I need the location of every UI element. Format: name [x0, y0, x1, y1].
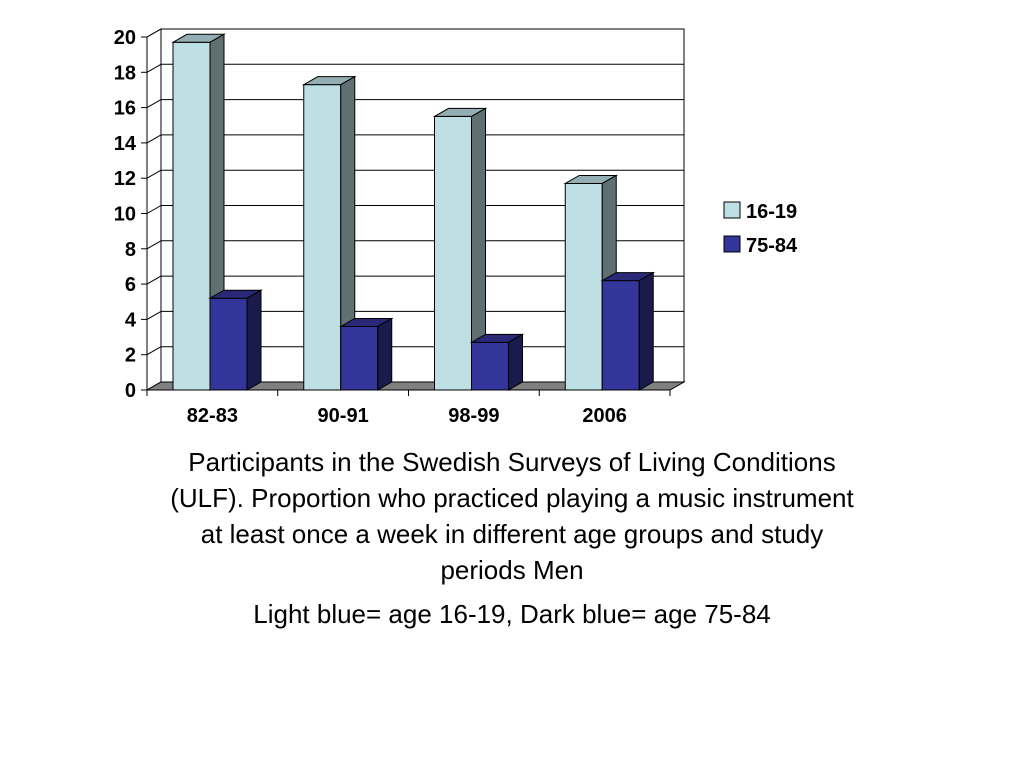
- bar-chart-3d: 0 2 4 6 8 10 12 14 16 18 20 82-83 90-91 98-99 2006 16-1…: [114, 27, 798, 427]
- bar-side-75-84-2006: [638, 271, 654, 391]
- chart: 0 2 4 6 8 10 12 14 16 18 20 82-83 90-91 98-99 2006 16-1…: [114, 27, 798, 427]
- bar-16-19-82-83: [172, 41, 211, 391]
- bar-75-84-90-91: [340, 325, 379, 391]
- legend-swatch-75-84: [723, 235, 741, 253]
- gridline-side: [146, 134, 162, 144]
- bar-16-19-2006: [564, 182, 603, 391]
- gridline-side: [146, 310, 162, 320]
- gridline-side: [146, 205, 162, 214]
- y-tick-label: 12: [114, 168, 136, 190]
- legend-swatch-16-19: [723, 201, 741, 219]
- caption-text: Participants in the Swedish Surveys of L…: [170, 447, 854, 585]
- chart-caption: Participants in the Swedish Surveys of L…: [160, 444, 864, 632]
- gridline-side: [146, 28, 162, 38]
- y-tick-label: 20: [114, 27, 136, 49]
- y-tick-label: 2: [125, 345, 136, 367]
- y-tick-label: 6: [125, 274, 136, 296]
- legend-label-16-19: 16-19: [746, 201, 797, 223]
- bar-75-84-98-99: [471, 341, 509, 391]
- x-tick-label: 82-83: [187, 405, 238, 427]
- bar-75-84-2006: [601, 280, 640, 391]
- bar-side-75-84-90-91: [377, 317, 393, 391]
- bar-16-19-90-91: [303, 84, 342, 391]
- legend-label-75-84: 75-84: [746, 235, 798, 257]
- x-tick-label: 90-91: [318, 405, 369, 427]
- bar-side-75-84-98-99: [508, 333, 523, 391]
- gridline-side: [146, 169, 162, 179]
- y-tick-label: 8: [125, 239, 136, 261]
- gridline-side: [146, 99, 162, 109]
- x-tick-label: 98-99: [448, 405, 499, 427]
- x-tick-label: 2006: [582, 405, 627, 427]
- gridline-side: [146, 63, 162, 73]
- caption-note: Light blue= age 16-19, Dark blue= age 75…: [253, 599, 771, 629]
- y-tick-label: 18: [114, 62, 136, 84]
- y-tick-label: 16: [114, 98, 136, 120]
- y-tick-label: 10: [114, 204, 136, 226]
- bar-16-19-98-99: [434, 115, 472, 391]
- y-tick-label: 0: [125, 380, 136, 402]
- bar-75-84-82-83: [209, 297, 248, 391]
- bar-side-75-84-82-83: [246, 289, 262, 391]
- gridline-side: [146, 346, 162, 356]
- gridline-side: [146, 275, 162, 285]
- y-tick-label: 4: [125, 309, 137, 331]
- y-tick-label: 14: [114, 133, 137, 155]
- gridline-side: [146, 240, 162, 250]
